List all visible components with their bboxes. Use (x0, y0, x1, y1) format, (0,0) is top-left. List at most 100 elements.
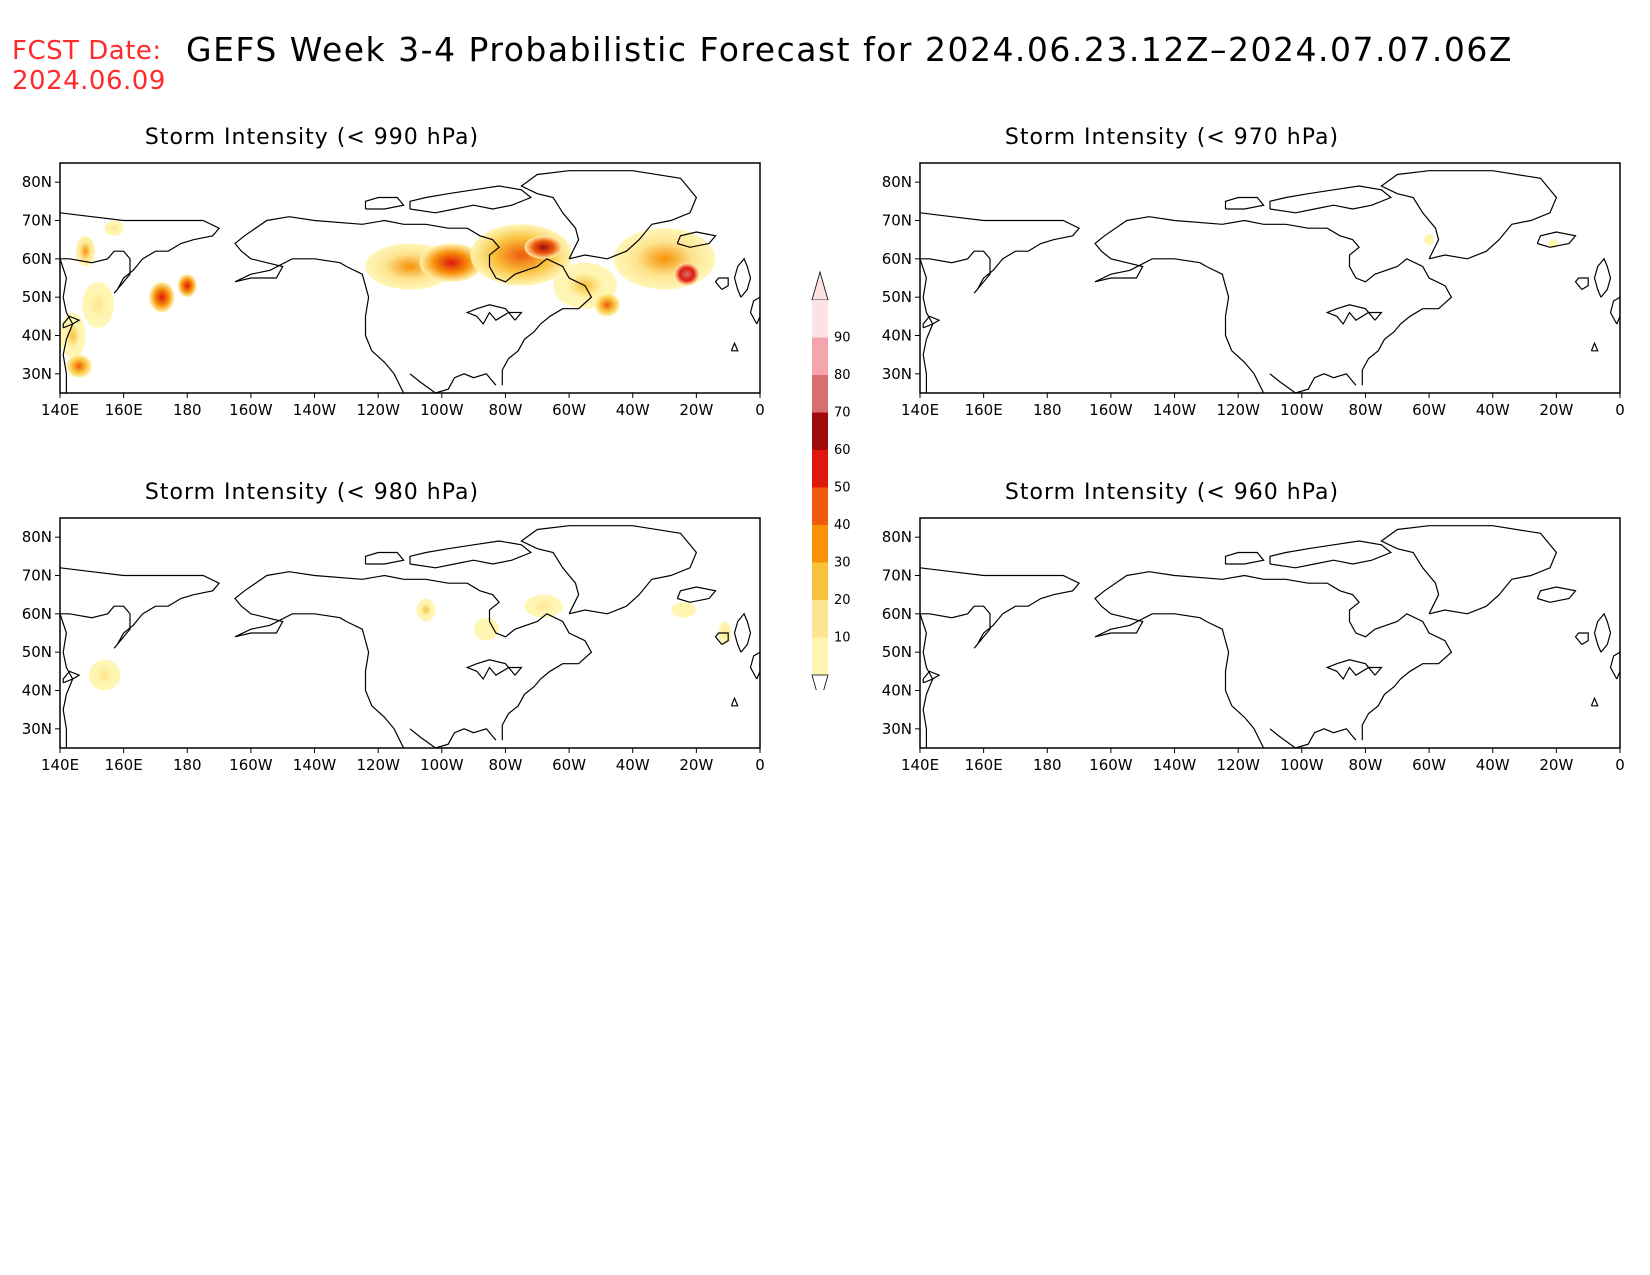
coastline (1094, 571, 1453, 741)
map-frame (59, 162, 761, 394)
coastline (1536, 586, 1577, 603)
lat-tick-label: 50N (882, 643, 912, 661)
coastline (920, 567, 1081, 748)
coastline (1094, 216, 1453, 386)
lon-tick-label: 80W (1348, 401, 1382, 419)
fcst-date-label: FCST Date: (12, 36, 162, 66)
page-title: GEFS Week 3-4 Probabilistic Forecast for… (186, 30, 1514, 69)
coastline (676, 586, 717, 603)
lat-tick-label: 60N (22, 250, 52, 268)
probability-area (149, 281, 175, 313)
coastline (714, 277, 729, 291)
lon-tick-label: 20W (1539, 756, 1573, 774)
lon-tick-label: 140E (41, 401, 79, 419)
coastline (364, 551, 405, 565)
coastline (1590, 341, 1599, 352)
coastline (409, 540, 533, 569)
panel-960: Storm Intensity (< 960 hPa) 140E 160E 180 1… (860, 480, 1650, 810)
lon-tick-label: 140W (1153, 401, 1197, 419)
lat-tick-label: 30N (22, 720, 52, 738)
legend-label: 40 (834, 518, 851, 533)
lon-tick-label: 40W (1476, 756, 1510, 774)
legend-label: 90 (834, 331, 851, 346)
coastline (60, 567, 221, 748)
coastline (409, 728, 497, 748)
probability-area (670, 602, 697, 618)
map-970: 140E 160E 180 160W 140W 120W 100W 80W 60W 40W 20W 0… (882, 162, 1625, 419)
lon-tick-label: 100W (420, 756, 464, 774)
lat-tick-label: 50N (882, 288, 912, 306)
legend-label: 30 (834, 556, 851, 571)
lat-tick-label: 70N (882, 212, 912, 230)
coastline (730, 341, 739, 352)
probability-area (473, 617, 500, 641)
probability-area (594, 293, 620, 317)
probability-area (66, 354, 92, 378)
coastline (1269, 185, 1393, 214)
lon-tick-label: 160E (965, 756, 1003, 774)
lon-tick-label: 160E (105, 756, 143, 774)
coastline (1593, 612, 1612, 653)
lat-tick-label: 40N (22, 327, 52, 345)
lon-tick-label: 180 (173, 401, 202, 419)
probability-area (613, 228, 716, 290)
coastline (465, 304, 523, 326)
lon-tick-label: 40W (1476, 401, 1510, 419)
coastline (676, 231, 717, 248)
coastline (520, 525, 698, 615)
coastline (714, 632, 729, 646)
coastline (346, 620, 405, 748)
lon-tick-label: 40W (616, 756, 650, 774)
coastline (346, 265, 405, 393)
panel-title: Storm Intensity (< 960 hPa) (1004, 480, 1340, 505)
lon-tick-label: 140W (1153, 756, 1197, 774)
coastline (1224, 196, 1265, 210)
fcst-date-value: 2024.06.09 (12, 66, 166, 96)
lon-tick-label: 60W (1412, 756, 1446, 774)
legend-label: 80 (834, 368, 851, 383)
coastline (465, 659, 523, 681)
coastline (1574, 277, 1589, 291)
legend-swatch (812, 637, 828, 675)
lon-tick-label: 100W (1280, 401, 1324, 419)
color-legend: 10 20 30 40 50 60 70 80 90 (811, 270, 851, 690)
coastline (234, 571, 593, 741)
lon-tick-label: 160E (105, 401, 143, 419)
coastline (1325, 659, 1383, 681)
lon-tick-label: 160E (965, 401, 1003, 419)
coastline (62, 315, 81, 329)
coastline (1224, 551, 1265, 565)
lat-tick-label: 70N (882, 567, 912, 585)
lat-tick-label: 80N (22, 173, 52, 191)
legend-swatch (812, 337, 828, 375)
lon-tick-label: 0 (755, 756, 765, 774)
lon-tick-label: 140W (293, 756, 337, 774)
panel-title: Storm Intensity (< 970 hPa) (1004, 125, 1340, 150)
lon-tick-label: 60W (552, 756, 586, 774)
legend-label: 70 (834, 406, 851, 421)
legend-label: 50 (834, 481, 851, 496)
lon-tick-label: 60W (1412, 401, 1446, 419)
legend-swatch (812, 300, 828, 338)
legend-swatch (812, 562, 828, 600)
coastline (920, 212, 1081, 393)
lon-tick-label: 120W (356, 756, 400, 774)
probability-area (60, 312, 86, 359)
panel-970: Storm Intensity (< 970 hPa) 140E 160E 180 1… (860, 125, 1650, 455)
coastline (1609, 651, 1620, 680)
coastline (733, 257, 752, 298)
coastline (60, 212, 221, 393)
probability-area (1424, 233, 1434, 246)
lon-tick-label: 100W (420, 401, 464, 419)
lat-tick-label: 40N (22, 682, 52, 700)
lat-tick-label: 40N (882, 682, 912, 700)
coastline (1380, 525, 1558, 615)
lon-tick-label: 120W (1216, 756, 1260, 774)
coastline (749, 296, 760, 325)
map-frame (59, 517, 761, 749)
lat-tick-label: 80N (882, 173, 912, 191)
lat-tick-label: 40N (882, 327, 912, 345)
panel-990: Storm Intensity (< 990 hPa) 140E 160E 180 1… (0, 125, 800, 455)
legend-label: 20 (834, 593, 851, 608)
probability-area (177, 274, 197, 298)
